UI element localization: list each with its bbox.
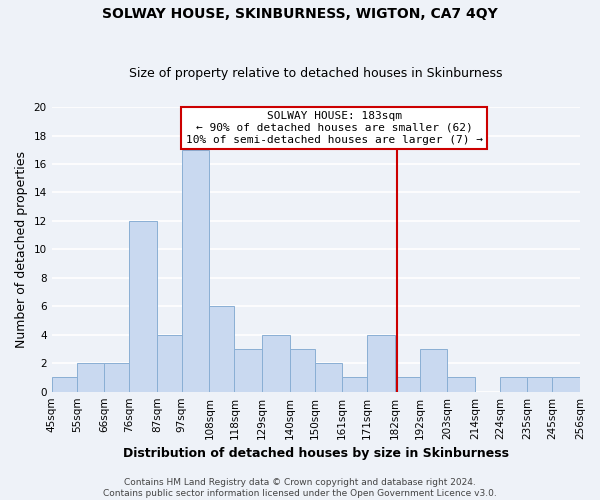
Bar xyxy=(129,221,157,392)
Bar xyxy=(235,349,262,392)
Bar xyxy=(209,306,235,392)
Text: Contains HM Land Registry data © Crown copyright and database right 2024.
Contai: Contains HM Land Registry data © Crown c… xyxy=(103,478,497,498)
Bar xyxy=(447,378,475,392)
Bar xyxy=(500,378,527,392)
Y-axis label: Number of detached properties: Number of detached properties xyxy=(15,151,28,348)
Bar xyxy=(52,378,77,392)
Bar xyxy=(367,335,395,392)
Bar xyxy=(527,378,553,392)
Text: SOLWAY HOUSE, SKINBURNESS, WIGTON, CA7 4QY: SOLWAY HOUSE, SKINBURNESS, WIGTON, CA7 4… xyxy=(102,8,498,22)
Bar xyxy=(77,363,104,392)
Bar xyxy=(420,349,447,392)
Bar xyxy=(182,150,209,392)
Bar xyxy=(553,378,580,392)
Bar xyxy=(342,378,367,392)
Title: Size of property relative to detached houses in Skinburness: Size of property relative to detached ho… xyxy=(129,66,503,80)
Text: SOLWAY HOUSE: 183sqm
← 90% of detached houses are smaller (62)
10% of semi-detac: SOLWAY HOUSE: 183sqm ← 90% of detached h… xyxy=(186,112,483,144)
Bar xyxy=(262,335,290,392)
Bar xyxy=(157,335,182,392)
X-axis label: Distribution of detached houses by size in Skinburness: Distribution of detached houses by size … xyxy=(123,447,509,460)
Bar xyxy=(104,363,129,392)
Bar xyxy=(290,349,314,392)
Bar xyxy=(314,363,342,392)
Bar xyxy=(395,378,420,392)
